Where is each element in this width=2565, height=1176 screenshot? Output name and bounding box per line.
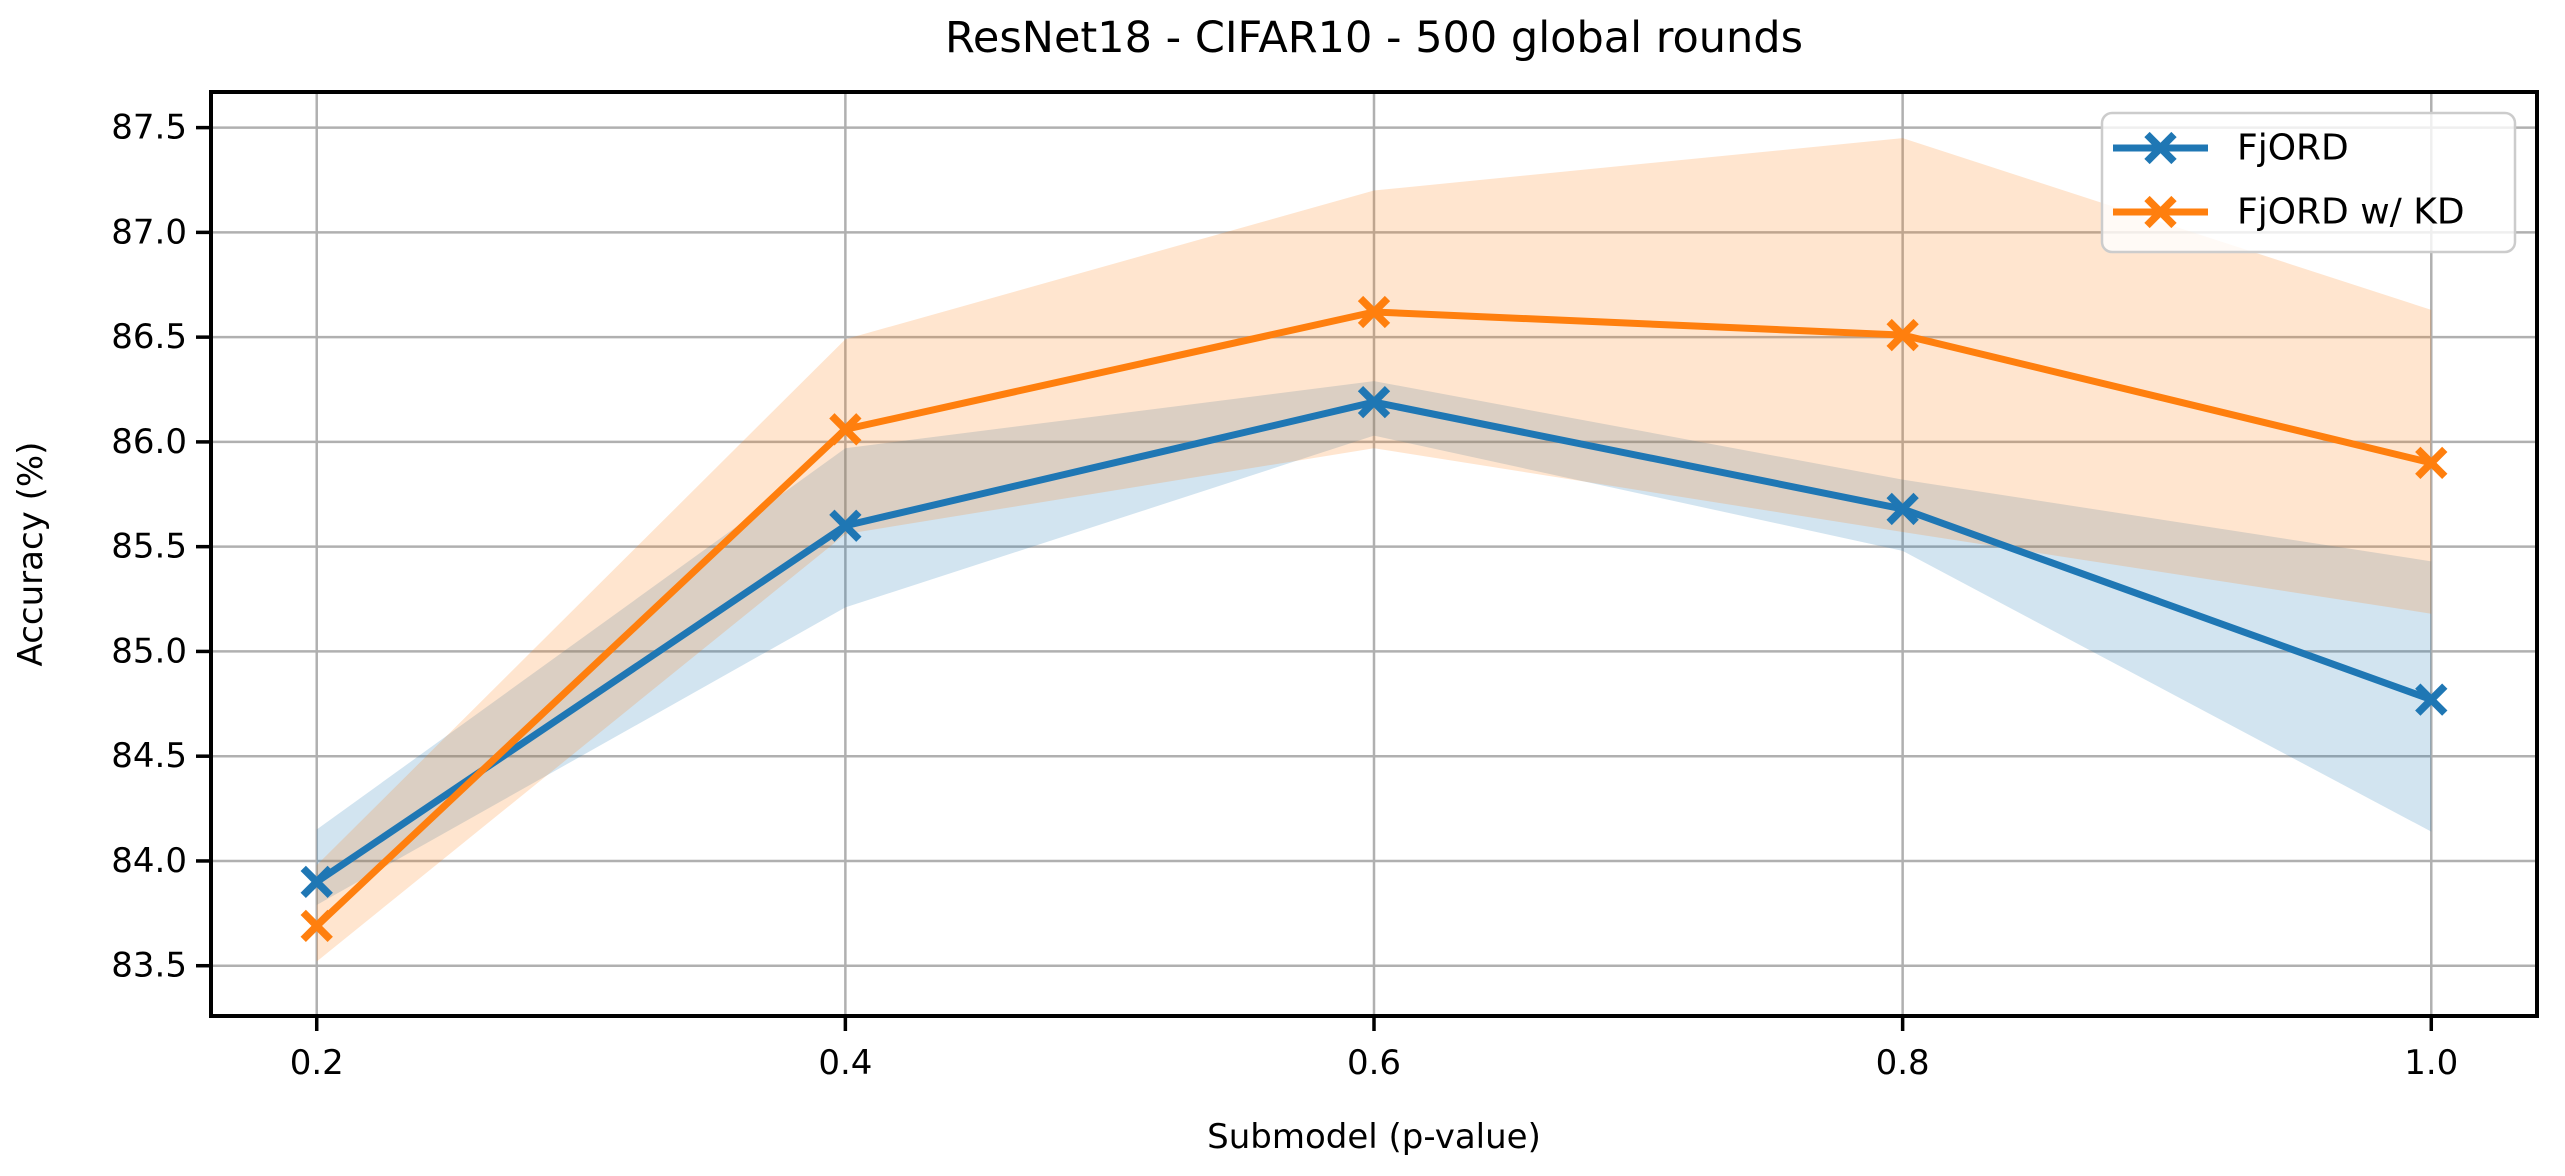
confidence-band [316,138,2432,962]
x-tick-label: 0.2 [290,1043,344,1083]
x-axis-label: Submodel (p-value) [1207,1117,1541,1157]
y-tick-label: 86.5 [111,317,187,357]
x-marker-icon [2144,131,2177,165]
data-point-marker [829,413,862,446]
axis-ticks [196,125,2434,1031]
y-tick-label: 87.5 [111,108,187,148]
data-point-marker [1886,492,1919,526]
x-tick-label: 1.0 [2404,1043,2458,1083]
y-tick-label: 85.0 [111,631,187,671]
y-tick-label: 84.5 [111,736,187,776]
series-markers [300,295,2448,943]
legend-samples [2113,131,2208,229]
y-tick-label: 87.0 [111,212,187,252]
y-axis-label: Accuracy (%) [11,442,51,667]
x-tick-label: 0.8 [1876,1043,1930,1083]
legend-sample-fjord [2113,131,2208,165]
x-tick-label: 0.4 [818,1043,872,1083]
data-point-marker [1357,385,1391,419]
data-point-marker [2415,683,2448,716]
data-point-marker [1886,318,1919,352]
legend-label-fjord: FjORD [2237,128,2349,169]
y-tick-label: 84.0 [111,841,187,881]
axis-tick-labels: 0.2 0.4 0.6 0.8 1.0 83.5 84.0 84.5 85.0 85.5 86.0 8… [111,108,2458,1083]
legend: FjORD FjORD w/ KD [2100,111,2517,254]
data-point-marker [300,909,333,943]
data-point-marker [829,509,862,542]
x-marker-icon [2144,195,2177,229]
data-point-marker [2415,446,2448,480]
x-tick-label: 0.6 [1347,1043,1401,1083]
legend-label-fjord-kd: FjORD w/ KD [2237,192,2465,233]
y-tick-label: 85.5 [111,527,187,567]
data-point-marker [1357,295,1391,329]
y-tick-label: 86.0 [111,422,187,462]
data-point-marker [300,865,333,899]
legend-sample-fjord-kd [2113,195,2208,229]
chart-title: ResNet18 - CIFAR10 - 500 global rounds [945,13,1803,63]
y-tick-label: 83.5 [111,946,187,986]
